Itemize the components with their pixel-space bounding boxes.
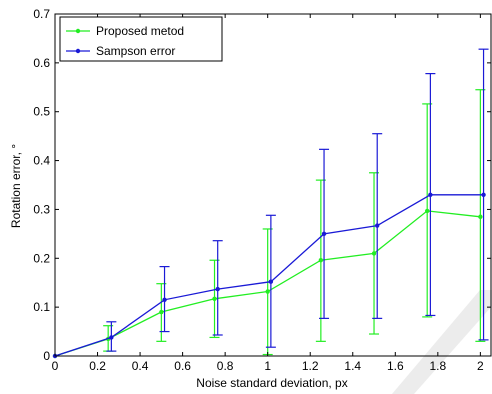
- series-2-point: [268, 279, 274, 284]
- series-2-point: [162, 297, 167, 303]
- series-1-point: [159, 309, 164, 315]
- series-1-point: [371, 251, 377, 256]
- y-tick-label: 0.4: [33, 154, 50, 168]
- x-tick-label: 0: [52, 359, 59, 373]
- series-1-point: [318, 258, 324, 263]
- x-tick-label: 1.4: [344, 359, 361, 373]
- series-2-point: [321, 231, 327, 237]
- x-tick-label: 2: [477, 359, 484, 373]
- legend-box: [59, 16, 223, 62]
- y-tick-label: 0.3: [33, 202, 50, 216]
- series-2-point: [109, 335, 114, 340]
- x-tick-label: 0.4: [132, 359, 149, 373]
- series-2-point: [375, 223, 380, 228]
- x-tick-label: 1.2: [302, 359, 319, 373]
- series-1-point: [265, 289, 270, 294]
- y-tick-label: 0.7: [33, 7, 50, 21]
- series-2-line: [54, 194, 484, 357]
- axes: 0 0.2 0.4 0.6 0.8 1 1.2 1.4 1.6 1.8 2 0 0.1 0.2 0.3 0.4…: [33, 7, 492, 373]
- watermark-stripe: [392, 290, 492, 394]
- series-2-group: [52, 48, 489, 359]
- x-tick-label: 1: [264, 359, 271, 373]
- x-tick-label: 1.6: [387, 359, 404, 373]
- legend-label: Proposed metod: [96, 24, 184, 38]
- y-tick-label: 0.1: [33, 300, 50, 314]
- series-1-point: [478, 214, 483, 219]
- y-tick-label: 0.6: [33, 56, 50, 70]
- x-tick-label: 0.2: [89, 359, 106, 373]
- y-tick-label: 0: [43, 349, 50, 363]
- series-1-point: [424, 208, 430, 214]
- series-2-point: [428, 192, 433, 197]
- y-tick-label: 0.5: [33, 105, 50, 119]
- y-tick-label: 0.2: [33, 251, 50, 265]
- series-2-point: [481, 192, 486, 197]
- legend-swatch-marker: [75, 48, 81, 54]
- y-axis-label: Rotation error, °: [9, 144, 23, 228]
- legend-swatch-marker: [75, 28, 81, 34]
- x-tick-label: 0.8: [217, 359, 234, 373]
- series-1-group: [52, 89, 486, 359]
- legend: Proposed metod Sampson error: [59, 16, 223, 62]
- axes-frame: [54, 13, 492, 357]
- series-2-point: [215, 286, 220, 292]
- legend-label: Sampson error: [96, 44, 175, 58]
- plot-area: [52, 48, 489, 359]
- x-axis-label: Noise standard deviation, px: [196, 376, 347, 390]
- x-tick-label: 0.6: [174, 359, 191, 373]
- x-tick-label: 1.8: [429, 359, 446, 373]
- series-1-point: [212, 296, 217, 302]
